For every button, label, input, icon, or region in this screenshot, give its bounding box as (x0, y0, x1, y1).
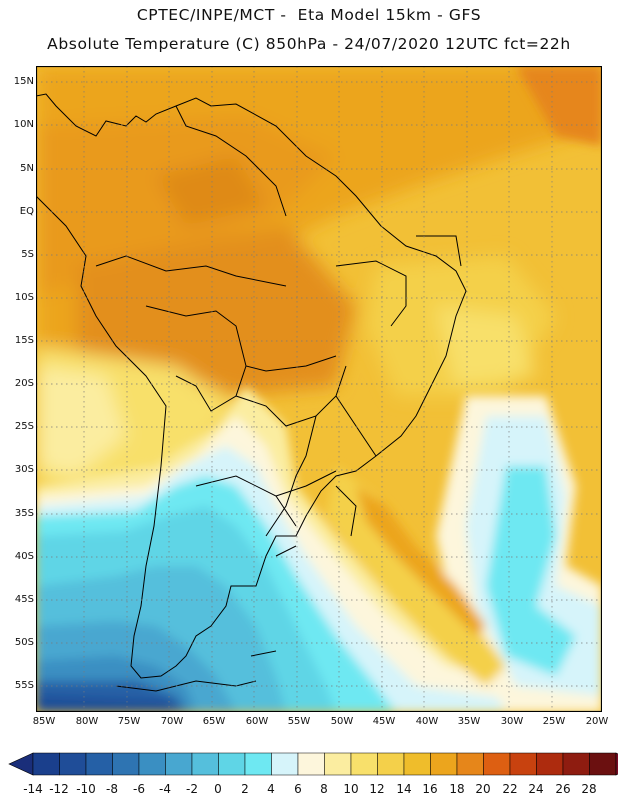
colorbar-cell (218, 752, 246, 776)
lat-label-15s: 15S (14, 335, 34, 346)
colorbar-label-28: 28 (581, 782, 597, 796)
colorbar-label-26: 26 (555, 782, 571, 796)
colorbar-cell (377, 752, 405, 776)
colorbar-cell (165, 752, 193, 776)
lon-label-50w: 50W (330, 716, 354, 727)
colorbar-cell (191, 752, 219, 776)
colorbar (8, 752, 618, 776)
colorbar-cell (32, 752, 60, 776)
lon-label-55w: 55W (287, 716, 311, 727)
colorbar-label-18: 18 (449, 782, 465, 796)
colorbar-cell (112, 752, 140, 776)
lon-label-65w: 65W (202, 716, 226, 727)
colorbar-label-2: 2 (241, 782, 249, 796)
lon-label-30w: 30W (500, 716, 524, 727)
colorbar-cell (59, 752, 87, 776)
coastlines (35, 93, 467, 692)
colorbar-cell (456, 752, 484, 776)
lon-label-40w: 40W (415, 716, 439, 727)
colorbar-cell (138, 752, 166, 776)
lat-label-45s: 45S (14, 594, 34, 605)
lat-label-55s: 55S (14, 680, 34, 691)
colorbar-label-24: 24 (528, 782, 544, 796)
chart-subtitle: Absolute Temperature (C) 850hPa - 24/07/… (47, 35, 571, 53)
colorbar-label-m6: -6 (133, 782, 145, 796)
lat-label-20s: 20S (14, 378, 34, 389)
colorbar-label-m12: -12 (49, 782, 69, 796)
lat-label-50s: 50S (14, 637, 34, 648)
lon-label-20w: 20W (585, 716, 609, 727)
colorbar-label-22: 22 (502, 782, 518, 796)
colorbar-label-8: 8 (320, 782, 328, 796)
lon-label-60w: 60W (245, 716, 269, 727)
lon-label-80w: 80W (75, 716, 99, 727)
lat-label-5n: 5N (20, 163, 34, 174)
colorbar-label-m2: -2 (186, 782, 198, 796)
lon-label-35w: 35W (457, 716, 481, 727)
colorbar-label-m10: -10 (76, 782, 96, 796)
chart-title: CPTEC/INPE/MCT - Eta Model 15km - GFS (136, 6, 482, 24)
lon-label-85w: 85W (32, 716, 56, 727)
colorbar-label-12: 12 (369, 782, 385, 796)
colorbar-label-20: 20 (475, 782, 491, 796)
lat-label-10n: 10N (13, 119, 34, 130)
colorbar-label-m4: -4 (159, 782, 171, 796)
temperature-map (35, 65, 603, 713)
map-border (35, 65, 603, 713)
lon-label-25w: 25W (542, 716, 566, 727)
colorbar-label-m14: -14 (23, 782, 43, 796)
colorbar-cell (324, 752, 352, 776)
colorbar-cell (430, 752, 458, 776)
lat-label-25s: 25S (14, 421, 34, 432)
colorbar-label-16: 16 (422, 782, 438, 796)
colorbar-cell (562, 752, 590, 776)
colorbar-cell (483, 752, 511, 776)
colorbar-label-0: 0 (214, 782, 222, 796)
colorbar-cell (509, 752, 537, 776)
lat-label-35s: 35S (14, 508, 34, 519)
colorbar-cell (403, 752, 431, 776)
colorbar-cell (536, 752, 564, 776)
lat-label-eq: EQ (19, 206, 34, 217)
colorbar-cell (85, 752, 113, 776)
map-svg (35, 65, 603, 713)
lat-label-40s: 40S (14, 551, 34, 562)
lon-label-70w: 70W (160, 716, 184, 727)
lat-label-15n: 15N (13, 76, 34, 87)
colorbar-label-6: 6 (294, 782, 302, 796)
colorbar-label-10: 10 (343, 782, 359, 796)
colorbar-cell (244, 752, 272, 776)
colorbar-arrow-min (8, 752, 34, 776)
lat-label-30s: 30S (14, 464, 34, 475)
lat-label-10s: 10S (14, 292, 34, 303)
colorbar-label-m8: -8 (106, 782, 118, 796)
colorbar-label-4: 4 (267, 782, 275, 796)
lon-label-75w: 75W (117, 716, 141, 727)
colorbar-cell (297, 752, 325, 776)
colorbar-cell (589, 752, 617, 776)
colorbar-cell (271, 752, 299, 776)
colorbar-label-14: 14 (396, 782, 412, 796)
lat-label-5s: 5S (21, 249, 34, 260)
lon-label-45w: 45W (372, 716, 396, 727)
colorbar-cell (350, 752, 378, 776)
